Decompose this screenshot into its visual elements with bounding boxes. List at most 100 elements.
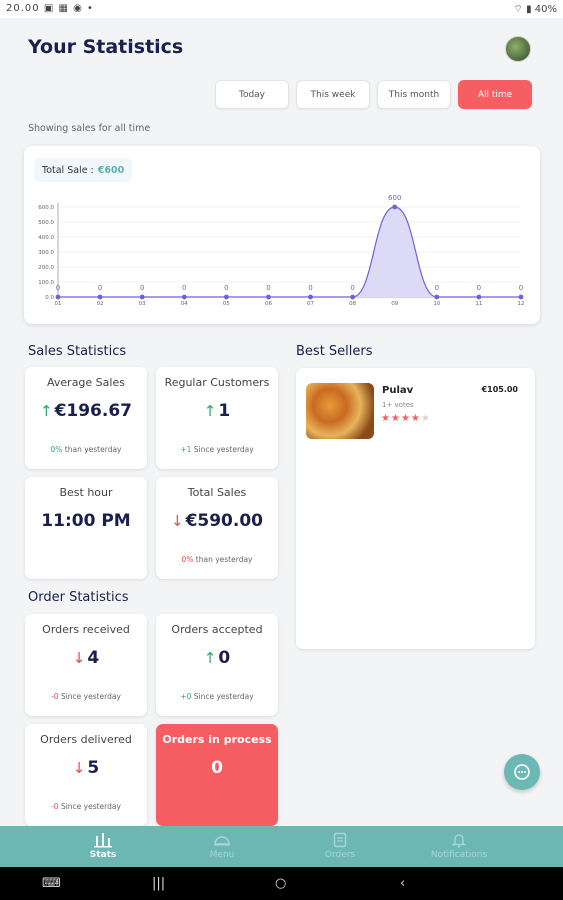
x-tick-label: 02: [97, 301, 104, 307]
card-label: Regular Customers: [164, 376, 270, 389]
filter-this-month[interactable]: This month: [377, 80, 451, 109]
y-tick-label: 300.0: [38, 250, 54, 256]
nav-stats[interactable]: Stats: [53, 830, 153, 860]
card-value: €590.00: [185, 511, 263, 531]
total-sale-label: Total Sale :: [42, 164, 94, 176]
card-delta-text: Since yesterday: [193, 692, 254, 701]
filter-all-time[interactable]: All time: [458, 80, 532, 109]
data-point: [266, 294, 271, 300]
filter-today[interactable]: Today: [215, 80, 289, 109]
chat-fab-button[interactable]: [504, 754, 540, 790]
arrow-down-icon: ↓: [170, 512, 184, 530]
y-tick-label: 0.0: [45, 295, 54, 301]
card-regular-customers: Regular Customers ↑ 1 +1 Since yesterday: [156, 367, 278, 469]
x-tick-label: 12: [518, 301, 525, 307]
series-area: [58, 207, 521, 297]
card-orders-delivered: Orders delivered ↓ 5 -0 Since yesterday: [25, 724, 147, 826]
chat-bubble-icon: [514, 764, 530, 780]
star-empty-icon: ★: [420, 413, 431, 424]
card-label: Orders in process: [162, 733, 272, 746]
filter-this-week[interactable]: This week: [296, 80, 370, 109]
y-tick-label: 600.0: [38, 205, 54, 211]
data-point: [223, 294, 229, 300]
recents-icon[interactable]: |||: [152, 876, 166, 891]
data-label: 0: [56, 284, 60, 292]
nav-label: Stats: [89, 850, 117, 860]
data-label: 0: [308, 284, 312, 292]
card-orders-accepted: Orders accepted ↑ 0 +0 Since yesterday: [156, 614, 278, 716]
data-point: [476, 294, 482, 300]
card-value: 11:00 PM: [41, 511, 131, 531]
nav-label: Orders: [324, 850, 356, 860]
data-point: [308, 294, 313, 300]
data-point: [392, 204, 398, 210]
showing-text: Showing sales for all time: [28, 123, 151, 134]
nav-label: Menu: [209, 850, 235, 860]
data-point: [97, 294, 103, 300]
data-point: [139, 294, 145, 300]
x-tick-label: 03: [139, 301, 146, 307]
nav-menu[interactable]: Menu: [172, 830, 272, 860]
data-label: 600: [388, 194, 401, 202]
card-orders-in-process[interactable]: Orders in process 0: [156, 724, 278, 826]
star-icon: ★: [400, 413, 411, 424]
card-average-sales: Average Sales ↑ €196.67 0% than yesterday: [25, 367, 147, 469]
clipboard-icon: [290, 830, 390, 850]
food-name: Pulav: [382, 385, 414, 396]
card-delta-text: Since yesterday: [60, 802, 121, 811]
star-icon: ★: [390, 413, 401, 424]
data-label: 0: [182, 284, 186, 292]
data-point: [350, 294, 356, 300]
data-point: [518, 294, 524, 300]
card-delta-text: than yesterday: [195, 555, 253, 564]
card-value: 1: [218, 401, 231, 421]
card-total-sales: Total Sales ↓ €590.00 0% than yesterday: [156, 477, 278, 579]
x-tick-label: 05: [223, 301, 230, 307]
back-icon[interactable]: ‹: [400, 876, 406, 891]
y-tick-label: 400.0: [38, 235, 54, 241]
arrow-down-icon: ↓: [72, 759, 86, 777]
card-label: Average Sales: [47, 376, 125, 389]
card-delta: 0%: [181, 555, 194, 564]
nav-notifications[interactable]: Notifications: [409, 830, 509, 860]
best-sellers-title: Best Sellers: [296, 344, 373, 359]
food-price: €105.00: [481, 385, 518, 394]
arrow-up-icon: ↑: [203, 649, 217, 667]
nav-label: Notifications: [430, 850, 488, 860]
keyboard-icon[interactable]: ⌨: [42, 876, 61, 891]
data-label: 0: [477, 284, 481, 292]
status-time: 20.00 ▣ ▦ ◉ •: [6, 3, 94, 14]
y-tick-label: 200.0: [38, 265, 54, 271]
system-navigation-bar: ⌨ ||| ○ ‹: [0, 867, 563, 900]
total-sale-value: €600: [97, 164, 125, 176]
sales-statistics-title: Sales Statistics: [28, 344, 127, 359]
data-point: [55, 294, 61, 300]
card-delta: -0: [51, 692, 59, 701]
card-value: 5: [87, 758, 100, 778]
x-tick-label: 09: [391, 301, 398, 307]
x-tick-label: 08: [349, 301, 356, 307]
bar-chart-icon: [53, 830, 153, 850]
x-tick-label: 04: [181, 301, 188, 307]
food-image: [306, 383, 374, 439]
card-best-hour: Best hour 11:00 PM: [25, 477, 147, 579]
nav-orders[interactable]: Orders: [290, 830, 390, 860]
food-votes: 1+ votes: [382, 401, 414, 409]
card-delta-text: than yesterday: [64, 445, 122, 454]
card-value: €196.67: [54, 401, 132, 421]
data-label: 0: [266, 284, 270, 292]
avatar[interactable]: [505, 36, 531, 62]
card-delta: -0: [51, 802, 59, 811]
x-tick-label: 01: [55, 301, 62, 307]
sales-chart-card: Total Sale : €600 0.0 100.0 200.0 300.0 400.…: [24, 146, 540, 324]
x-tick-label: 06: [265, 301, 272, 307]
home-icon[interactable]: ○: [275, 876, 287, 891]
arrow-up-icon: ↑: [203, 402, 217, 420]
rating-stars: ★★★★★: [381, 413, 431, 424]
card-label: Orders delivered: [40, 733, 132, 746]
cloche-icon: [172, 830, 272, 850]
arrow-down-icon: ↓: [72, 649, 86, 667]
bottom-navigation: Stats Menu Orders Notifications: [0, 826, 563, 867]
star-icon: ★: [381, 413, 391, 424]
card-label: Orders accepted: [171, 623, 263, 636]
